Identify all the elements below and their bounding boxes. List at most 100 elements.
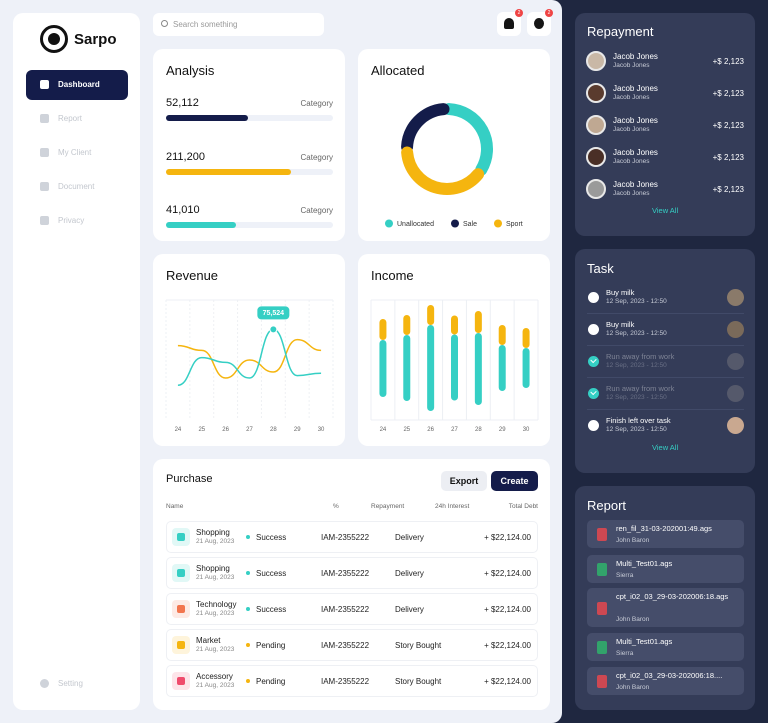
payment-amount: +$ 2,123: [712, 184, 744, 194]
payer-name: Jacob Jones: [613, 83, 658, 93]
row-date: 21 Aug, 2023: [196, 538, 235, 545]
task-checkbox[interactable]: [588, 324, 599, 335]
table-row: [166, 521, 538, 553]
column-header: Total Debt: [508, 503, 538, 510]
task-time: 12 Sep, 2023 - 12:50: [606, 298, 667, 305]
payer-name: Jacob Jones: [613, 179, 658, 189]
progress-track: [166, 115, 333, 121]
nav-icon: [40, 216, 49, 225]
avatar: [586, 51, 606, 71]
task-title: Finish left over task: [606, 416, 671, 425]
payment-amount: +$ 2,123: [712, 56, 744, 66]
row-amount: + $22,124.00: [484, 676, 531, 686]
task-title: Run away from work: [606, 384, 675, 393]
nav-icon: [40, 80, 49, 89]
search-icon: [161, 20, 168, 27]
row-repayment: Delivery: [395, 568, 424, 578]
column-header: 24h Interest: [435, 503, 470, 510]
setting-icon: [40, 679, 49, 688]
payer-sub: Jacob Jones: [613, 158, 650, 165]
row-repayment: Delivery: [395, 604, 424, 614]
payer-name: Jacob Jones: [613, 147, 658, 157]
button[interactable]: Export: [441, 471, 487, 491]
row-id: IAM-2355222: [321, 676, 370, 686]
file-icon: [597, 675, 607, 688]
row-status: Success: [256, 604, 287, 614]
task-time: 12 Sep, 2023 - 12:50: [606, 362, 667, 369]
divider: [587, 409, 744, 410]
badge: 2: [545, 9, 553, 17]
row-status: Success: [256, 532, 287, 542]
row-date: 21 Aug, 2023: [196, 574, 235, 581]
task-checkbox[interactable]: [588, 292, 599, 303]
file-icon: [597, 528, 607, 541]
row-amount: + $22,124.00: [484, 604, 531, 614]
row-repayment: Story Bought: [395, 640, 442, 650]
row-amount: + $22,124.00: [484, 568, 531, 578]
status-dot: [246, 535, 250, 539]
analysis-label: Category: [300, 206, 333, 215]
avatar: [586, 147, 606, 167]
file-name: Multi_Test01.ags: [616, 559, 673, 568]
column-header: Repayment: [371, 503, 405, 510]
row-name: Shopping: [196, 528, 230, 537]
button[interactable]: Create: [491, 471, 538, 491]
task-avatar: [727, 385, 744, 402]
table-row: [166, 665, 538, 697]
file-name: ren_fil_31-03-202001:49.ags: [616, 524, 712, 533]
row-icon-glyph: [177, 677, 185, 685]
analysis-label: Category: [300, 152, 333, 162]
badge-count: 2: [517, 10, 521, 16]
row-id: IAM-2355222: [321, 568, 370, 578]
view-all-link[interactable]: View All: [652, 205, 679, 215]
nav-item: My Client: [58, 148, 92, 157]
view-all-link[interactable]: View All: [652, 442, 679, 452]
file-icon: [597, 563, 607, 576]
row-date: 21 Aug, 2023: [196, 646, 235, 653]
analysis-label: Category: [300, 99, 333, 108]
logo: [40, 25, 68, 53]
file-owner: Sierra: [616, 572, 634, 579]
progress-track: [166, 222, 333, 228]
status-dot: [246, 679, 250, 683]
task-avatar: [727, 289, 744, 306]
row-status: Pending: [256, 676, 286, 686]
divider: [587, 345, 744, 346]
task-checkbox[interactable]: [588, 356, 599, 367]
payer-sub: Jacob Jones: [613, 126, 650, 133]
task-avatar: [727, 353, 744, 370]
status-dot: [246, 643, 250, 647]
card-title: Income: [371, 268, 414, 283]
task-checkbox[interactable]: [588, 420, 599, 431]
task-card: [575, 249, 755, 473]
file-row: [587, 520, 744, 548]
card-title: Task: [587, 261, 614, 276]
analysis-card: [153, 49, 345, 241]
row-repayment: Delivery: [395, 532, 424, 542]
file-owner: John Baron: [616, 616, 650, 623]
table-row: [166, 557, 538, 589]
search-placeholder: Search something: [173, 19, 238, 29]
task-title: Buy milk: [606, 288, 635, 297]
payer-name: Jacob Jones: [613, 115, 658, 125]
card-title: Repayment: [587, 24, 654, 39]
row-date: 21 Aug, 2023: [196, 610, 235, 617]
task-checkbox[interactable]: [588, 388, 599, 399]
badge: 2: [515, 9, 523, 17]
task-time: 12 Sep, 2023 - 12:50: [606, 426, 667, 433]
brand-name: Sarpo: [74, 31, 117, 48]
nav-icon: [40, 182, 49, 191]
file-name: cpt_i02_03_29-03-202006:18.ags: [616, 592, 729, 601]
row-name: Technology: [196, 600, 237, 609]
table-row: [166, 593, 538, 625]
nav-item: Dashboard: [58, 80, 100, 89]
file-icon: [597, 601, 607, 615]
task-title: Buy milk: [606, 320, 635, 329]
file-name: cpt_i02_03_29-03-202006:18....: [616, 671, 723, 680]
avatar: [586, 179, 606, 199]
badge-count: 2: [547, 10, 551, 16]
check-mark: [590, 388, 597, 396]
column-header: %: [333, 503, 339, 510]
nav-item: Document: [58, 182, 95, 191]
